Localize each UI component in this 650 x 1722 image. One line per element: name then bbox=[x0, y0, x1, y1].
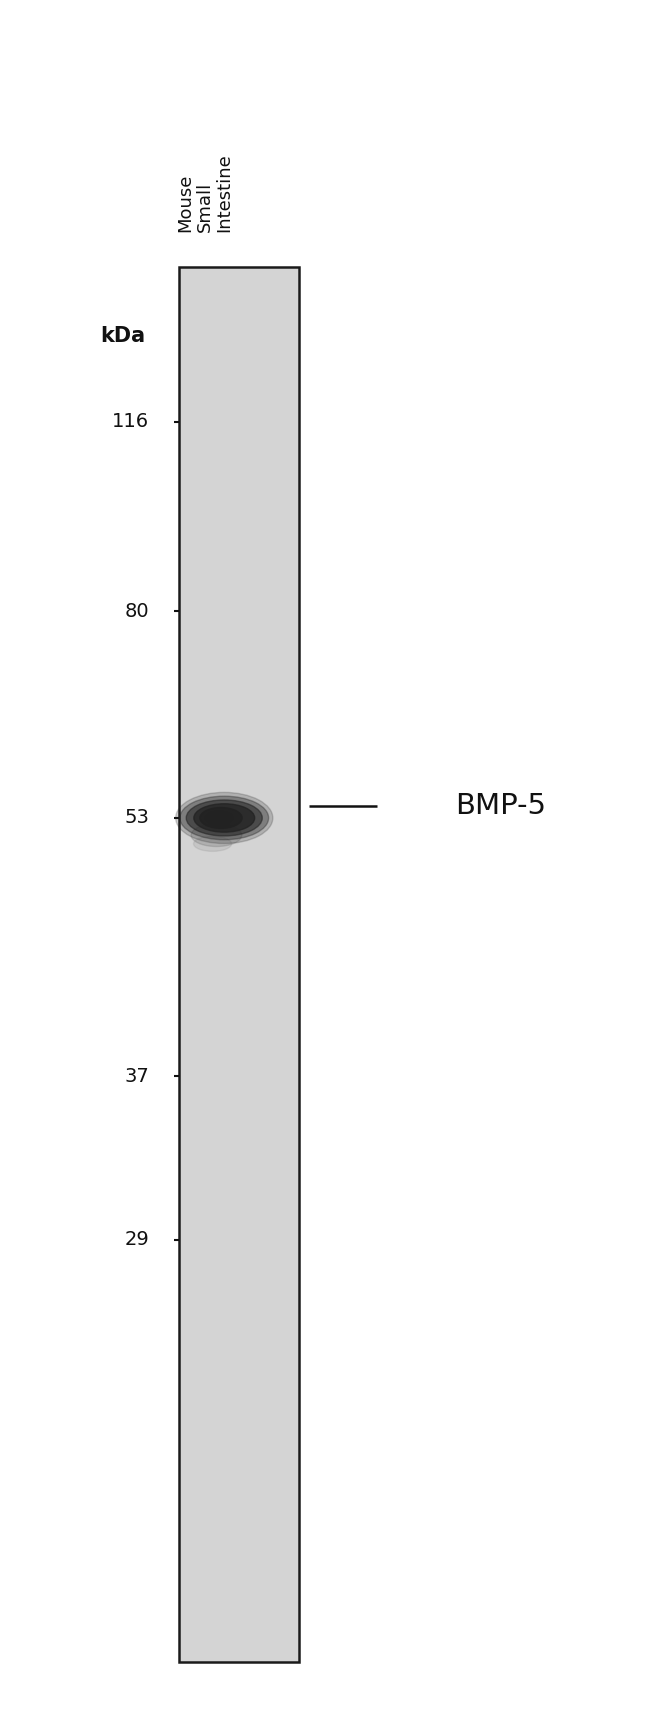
Text: Mouse: Mouse bbox=[176, 174, 194, 232]
Ellipse shape bbox=[180, 796, 268, 840]
Text: BMP-5: BMP-5 bbox=[455, 792, 546, 820]
Text: 80: 80 bbox=[125, 601, 150, 622]
Ellipse shape bbox=[186, 801, 262, 835]
Text: kDa: kDa bbox=[101, 325, 146, 346]
Ellipse shape bbox=[176, 792, 273, 844]
Ellipse shape bbox=[191, 823, 242, 847]
Text: 116: 116 bbox=[112, 412, 150, 432]
Bar bbox=[179, 267, 299, 1662]
Text: Small: Small bbox=[196, 183, 214, 232]
Text: 29: 29 bbox=[125, 1230, 150, 1250]
Ellipse shape bbox=[205, 811, 233, 825]
Text: Intestine: Intestine bbox=[215, 153, 233, 232]
Ellipse shape bbox=[200, 808, 242, 828]
Ellipse shape bbox=[194, 804, 255, 832]
Ellipse shape bbox=[194, 837, 231, 851]
Text: 37: 37 bbox=[125, 1066, 150, 1087]
Text: 53: 53 bbox=[125, 808, 150, 828]
